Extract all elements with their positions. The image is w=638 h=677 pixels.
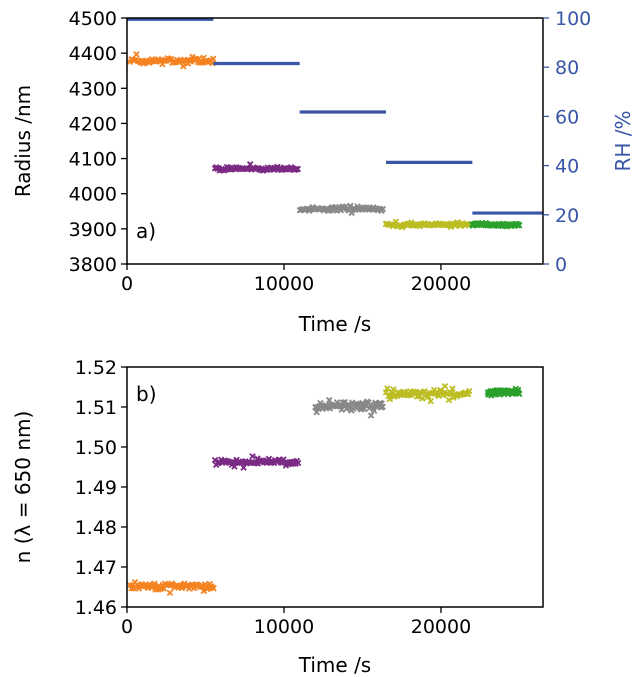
y-tick-label: 1.46 bbox=[75, 597, 117, 619]
y-tick-label: 3800 bbox=[69, 254, 117, 276]
x-tick-label: 0 bbox=[121, 273, 133, 295]
panel-a-rh-lines bbox=[127, 19, 543, 213]
x-tick-label: 20000 bbox=[411, 616, 471, 638]
y2-tick-label: 0 bbox=[555, 254, 567, 276]
y2-tick-label: 40 bbox=[555, 156, 579, 178]
panel-b-x-axis-title: Time /s bbox=[298, 653, 371, 677]
y-tick-label: 4300 bbox=[69, 78, 117, 100]
panel-b-y-axis-title: n (λ = 650 nm) bbox=[11, 411, 35, 564]
data-point-marker bbox=[181, 64, 186, 69]
x-tick-label: 0 bbox=[121, 616, 133, 638]
panel-a-x-ticks: 0 10000 20000 bbox=[121, 264, 471, 295]
y-tick-label: 3900 bbox=[69, 219, 117, 241]
panel-a-y2-axis-title: RH /% bbox=[611, 110, 635, 171]
y-tick-label: 1.50 bbox=[75, 437, 117, 459]
y-tick-label: 4100 bbox=[69, 149, 117, 171]
panel-a-label: a) bbox=[136, 219, 156, 243]
y2-tick-label: 20 bbox=[555, 205, 579, 227]
panel-b-y-ticks: 1.46 1.47 1.48 1.49 1.50 1.51 1.52 bbox=[75, 357, 127, 619]
y2-tick-label: 100 bbox=[555, 8, 591, 30]
y-tick-label: 1.49 bbox=[75, 477, 117, 499]
x-tick-label: 20000 bbox=[411, 273, 471, 295]
panel-b-x-ticks: 0 10000 20000 bbox=[121, 607, 471, 638]
data-point-marker bbox=[428, 399, 433, 404]
y-tick-label: 4200 bbox=[69, 113, 117, 135]
y-tick-label: 4400 bbox=[69, 43, 117, 65]
y-tick-label: 1.48 bbox=[75, 517, 117, 539]
data-point-marker bbox=[368, 413, 373, 418]
y2-tick-label: 60 bbox=[555, 106, 579, 128]
data-point-marker bbox=[442, 384, 447, 389]
data-point-marker bbox=[134, 52, 139, 57]
panel-b-label: b) bbox=[136, 382, 157, 406]
y-tick-label: 4500 bbox=[69, 8, 117, 30]
y-tick-label: 4000 bbox=[69, 184, 117, 206]
panel-a: 0 10000 20000 3800 3900 4000 4100 4200 4300 4400… bbox=[11, 8, 635, 336]
y-tick-label: 1.51 bbox=[75, 397, 117, 419]
y-tick-label: 1.52 bbox=[75, 357, 117, 379]
panel-a-x-axis-title: Time /s bbox=[298, 312, 371, 336]
data-point-marker bbox=[446, 397, 451, 402]
y-tick-label: 1.47 bbox=[75, 557, 117, 579]
panel-a-y-ticks: 3800 3900 4000 4100 4200 4300 4400 4500 bbox=[69, 8, 127, 276]
data-point-marker bbox=[167, 590, 172, 595]
x-tick-label: 10000 bbox=[254, 616, 314, 638]
y2-tick-label: 80 bbox=[555, 57, 579, 79]
panel-a-y2-ticks: 0 20 40 60 80 100 bbox=[543, 8, 591, 276]
panel-b: 0 10000 20000 1.46 1.47 1.48 1.49 1.50 1.51 1.52… bbox=[11, 357, 543, 677]
panel-a-y-axis-title: Radius /nm bbox=[11, 85, 35, 197]
panel-b-points bbox=[127, 384, 522, 596]
panel-a-points bbox=[127, 52, 521, 230]
x-tick-label: 10000 bbox=[254, 273, 314, 295]
